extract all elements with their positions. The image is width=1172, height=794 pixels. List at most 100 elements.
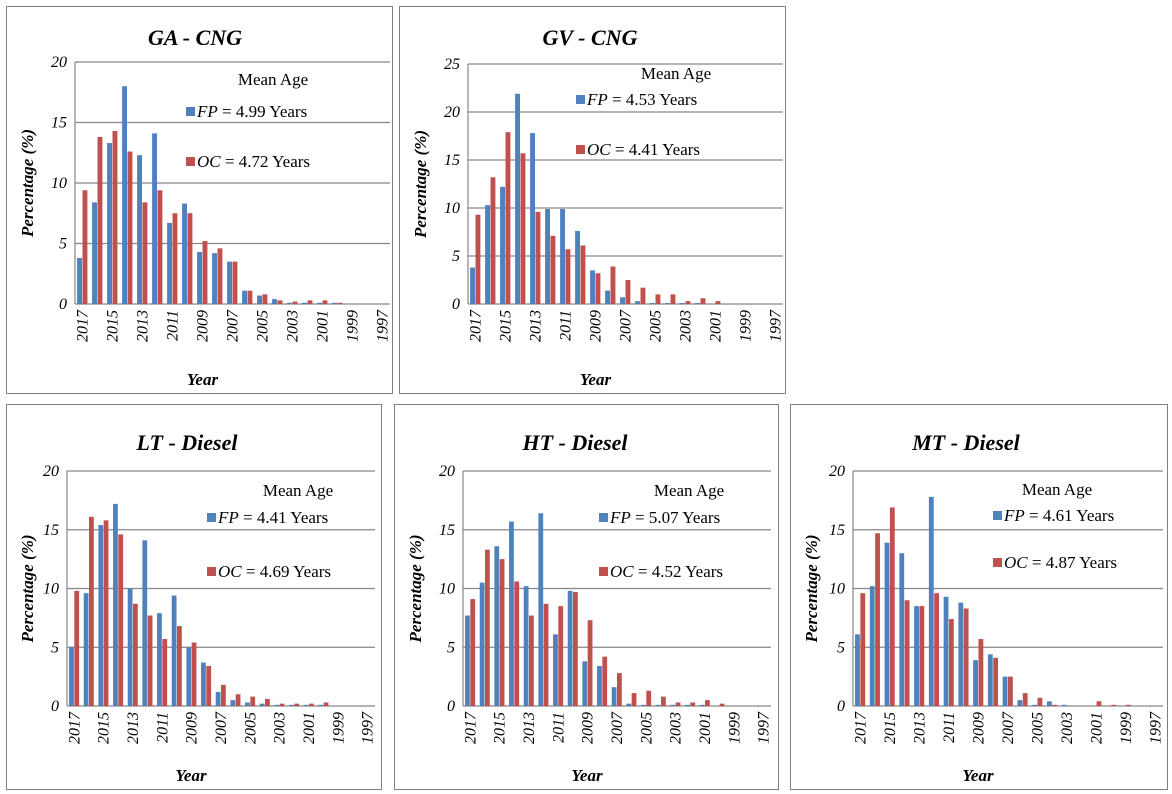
- x-tick-label: 2013: [911, 712, 928, 744]
- bar-fp-2007: [227, 261, 232, 304]
- x-tick-label: 2005: [255, 310, 272, 342]
- bar-oc-1999: [1126, 704, 1131, 706]
- bar-fp-2003: [287, 302, 292, 304]
- bar-oc-2000: [323, 702, 329, 706]
- x-tick-label: 2017: [75, 309, 92, 342]
- bar-fp-2011: [943, 596, 949, 706]
- bar-oc-2005: [646, 690, 652, 706]
- bar-oc-2009: [978, 639, 984, 706]
- legend-swatch-oc: [576, 145, 585, 154]
- y-tick-label: 20: [51, 54, 67, 71]
- bar-oc-2013: [133, 603, 138, 706]
- bar-oc-2015: [499, 559, 505, 706]
- x-tick-label: 2015: [96, 712, 113, 744]
- bar-fp-2001: [317, 302, 322, 304]
- bar-oc-2017: [82, 190, 88, 304]
- y-tick-label: 15: [43, 522, 59, 539]
- bar-fp-2008: [212, 253, 217, 304]
- legend-heading: Mean Age: [238, 70, 308, 89]
- bar-oc-2007: [232, 261, 238, 304]
- bar-fp-2008: [201, 662, 206, 706]
- bar-fp-2016: [869, 586, 875, 706]
- x-axis-title: Year: [571, 766, 603, 785]
- x-tick-label: 2005: [638, 712, 655, 744]
- legend-swatch-fp: [576, 95, 585, 104]
- bar-fp-2008: [987, 654, 993, 706]
- bar-oc-2016: [490, 177, 496, 304]
- bar-oc-2011: [948, 619, 954, 706]
- x-axis-title: Year: [580, 370, 612, 389]
- x-axis-title: Year: [187, 370, 219, 389]
- bar-fp-2002: [302, 302, 307, 304]
- x-tick-label: 2007: [225, 309, 242, 342]
- bar-fp-2001: [303, 704, 309, 706]
- bar-fp-2013: [523, 586, 529, 706]
- bar-fp-2009: [973, 660, 978, 706]
- x-tick-label: 2017: [468, 309, 485, 342]
- bar-oc-2013: [142, 202, 148, 304]
- bar-fp-2006: [626, 703, 632, 706]
- bar-fp-2011: [553, 634, 558, 706]
- bar-oc-2015: [112, 130, 118, 304]
- bar-fp-2015: [98, 525, 104, 706]
- bar-oc-2014: [904, 600, 910, 706]
- bar-oc-2015: [505, 132, 511, 304]
- bar-fp-2002: [289, 704, 294, 706]
- legend-swatch-fp: [186, 107, 195, 116]
- bar-fp-2014: [122, 86, 127, 304]
- x-tick-label: 2011: [550, 712, 567, 743]
- y-tick-label: 5: [51, 639, 59, 656]
- bar-fp-2013: [137, 155, 142, 304]
- bar-fp-2017: [77, 258, 82, 304]
- bar-oc-2012: [147, 615, 153, 706]
- y-tick-label: 20: [829, 463, 845, 480]
- x-tick-label: 1999: [726, 712, 743, 744]
- legend-entry-oc: OC = 4.52 Years: [610, 562, 723, 581]
- x-tick-label: 2003: [668, 712, 685, 744]
- x-tick-label: 1997: [756, 711, 773, 744]
- bar-fp-2002: [695, 303, 700, 304]
- bar-oc-2000: [1111, 704, 1117, 706]
- bar-oc-2006: [631, 693, 637, 706]
- bar-oc-2004: [661, 696, 666, 706]
- y-axis-title: Percentage (%): [406, 534, 425, 643]
- y-tick-label: 0: [452, 296, 460, 313]
- bar-oc-2017: [470, 599, 476, 706]
- bar-fp-2006: [1017, 700, 1023, 706]
- bar-oc-2013: [919, 606, 925, 706]
- chart-svg: GA - CNG 0 5 10 15 20 2017 2015 2013 2011 2009 2007…: [18, 25, 392, 389]
- legend-entry-oc: OC = 4.41 Years: [587, 140, 700, 159]
- bar-oc-2014: [118, 534, 124, 706]
- bar-oc-2001: [705, 700, 710, 706]
- bar-fp-2014: [113, 503, 118, 706]
- bar-fp-2005: [641, 704, 646, 706]
- bar-oc-2002: [700, 298, 706, 304]
- x-tick-label: 2001: [301, 712, 318, 744]
- y-tick-label: 10: [439, 581, 455, 598]
- bar-oc-2008: [993, 657, 999, 706]
- y-tick-label: 15: [444, 152, 460, 169]
- chart-panel-mt-diesel: MT - Diesel 0 5 10 15 20 2017 2015 2013 2011 2009 2…: [790, 404, 1168, 790]
- bar-oc-2008: [610, 266, 616, 304]
- y-tick-label: 15: [829, 522, 845, 539]
- x-tick-label: 2007: [618, 309, 635, 342]
- legend-heading: Mean Age: [1022, 480, 1092, 499]
- bar-fp-2006: [242, 290, 247, 304]
- bar-fp-2014: [899, 553, 905, 706]
- y-axis-title: Percentage (%): [18, 129, 37, 238]
- chart-panel-ht-diesel: HT - Diesel 0 5 10 15 20 2017 2015 2013 2011 2009 2…: [394, 404, 779, 790]
- bar-oc-2010: [573, 592, 578, 706]
- y-axis-title: Percentage (%): [411, 130, 430, 239]
- bar-fp-2003: [1061, 704, 1067, 706]
- bar-fp-2010: [567, 590, 573, 706]
- bar-fp-2016: [83, 593, 89, 706]
- y-tick-label: 15: [439, 522, 455, 539]
- x-tick-label: 2011: [154, 712, 171, 743]
- y-tick-label: 0: [447, 698, 455, 715]
- y-tick-label: 20: [43, 463, 59, 480]
- bar-fp-2005: [650, 303, 655, 304]
- bar-oc-2007: [617, 673, 622, 706]
- x-tick-label: 2001: [315, 310, 332, 342]
- bar-oc-2006: [640, 287, 646, 304]
- bar-oc-2016: [485, 549, 490, 706]
